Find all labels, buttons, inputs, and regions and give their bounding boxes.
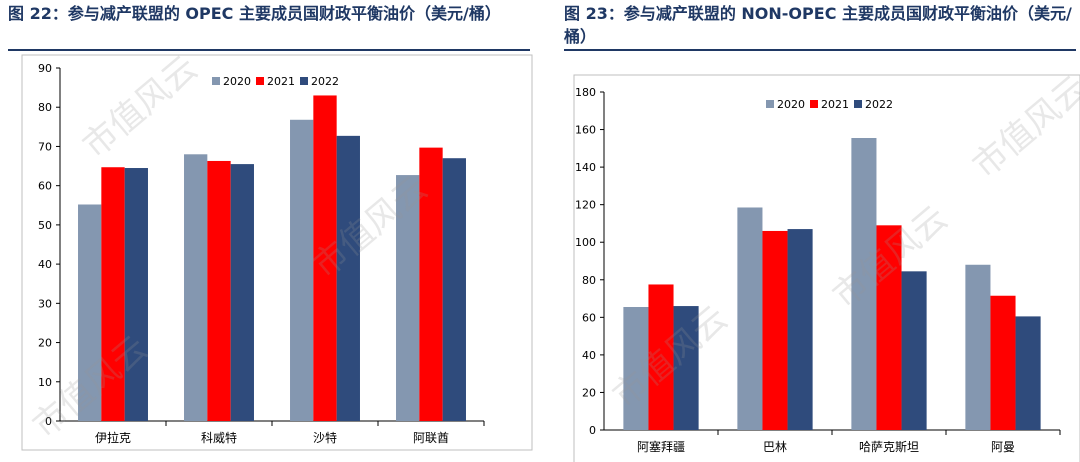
y-tick-label: 0 <box>589 424 596 437</box>
bar-2021 <box>419 147 443 422</box>
y-tick-label: 90 <box>38 62 52 75</box>
x-tick-label: 伊拉克 <box>95 430 131 445</box>
figure-23-chart: 0 20 40 60 80 100 120 140 160 180 阿塞拜疆 巴林 哈萨克斯坦 阿曼 202… <box>573 74 1080 462</box>
legend-swatch-2020 <box>766 100 774 108</box>
y-tick-label: 30 <box>38 297 52 310</box>
figure-22-title-rule <box>8 49 530 51</box>
legend-label: 2021 <box>821 98 849 111</box>
y-tick-label: 10 <box>38 376 52 389</box>
chart-frame <box>21 54 533 451</box>
y-tick-label: 40 <box>38 258 52 271</box>
bar-2021 <box>876 225 902 430</box>
bar-2021 <box>207 160 231 421</box>
bar-2020 <box>396 175 420 421</box>
bar-2021 <box>762 230 788 430</box>
x-tick-label: 科威特 <box>201 430 237 445</box>
x-tick-label: 哈萨克斯坦 <box>859 440 919 454</box>
bar-2020 <box>290 119 314 422</box>
bar-2020 <box>851 138 877 430</box>
legend-swatch-2022 <box>300 77 308 85</box>
y-tick-label: 60 <box>582 311 596 324</box>
y-tick-label: 160 <box>575 124 596 137</box>
legend-label: 2021 <box>267 75 295 88</box>
bar-2020 <box>965 264 991 430</box>
figure-23-title: 图 23：参与减产联盟的 NON-OPEC 主要成员国财政平衡油价（美元/桶） <box>564 4 1072 46</box>
y-tick-label: 40 <box>582 349 596 362</box>
figure-23-title-rule <box>564 49 1076 51</box>
bar-2022 <box>124 168 148 421</box>
legend-swatch-2021 <box>256 77 264 85</box>
bar-2020 <box>623 307 649 430</box>
legend-label: 2022 <box>865 98 893 111</box>
y-tick-label: 100 <box>575 236 596 249</box>
bar-2021 <box>101 167 125 421</box>
legend-swatch-2022 <box>854 100 862 108</box>
bar-2022 <box>787 229 813 430</box>
legend-label: 2020 <box>777 98 805 111</box>
y-tick-label: 20 <box>582 386 596 399</box>
y-tick-label: 140 <box>575 161 596 174</box>
y-tick-label: 50 <box>38 219 52 232</box>
figure-22-panel: 图 22：参与减产联盟的 OPEC 主要成员国财政平衡油价（美元/桶） 0 10 2… <box>0 0 534 462</box>
y-tick-label: 0 <box>45 415 52 428</box>
x-tick-label: 沙特 <box>313 430 337 445</box>
y-tick-label: 180 <box>575 86 596 99</box>
figure-22-chart: 0 10 20 30 40 50 60 70 80 90 伊拉克 科威特 沙特 阿联酋 2020 2021 20… <box>21 54 533 451</box>
y-tick-label: 80 <box>582 274 596 287</box>
bar-2022 <box>673 306 699 430</box>
bar-2022 <box>442 158 466 421</box>
bar-2022 <box>901 271 927 430</box>
bar-2021 <box>313 95 337 421</box>
bar-2021 <box>648 284 674 430</box>
x-tick-label: 阿塞拜疆 <box>637 439 685 454</box>
bar-2022 <box>336 135 360 422</box>
bar-2020 <box>184 154 208 422</box>
y-tick-label: 60 <box>38 180 52 193</box>
x-tick-label: 阿联酋 <box>413 430 449 445</box>
bar-2020 <box>737 207 763 430</box>
legend-swatch-2021 <box>810 100 818 108</box>
figure-22-title: 图 22：参与减产联盟的 OPEC 主要成员国财政平衡油价（美元/桶） <box>8 4 501 23</box>
y-tick-label: 70 <box>38 140 52 153</box>
x-tick-label: 巴林 <box>763 440 787 454</box>
bar-2022 <box>1015 316 1041 430</box>
chart-frame <box>573 74 1080 462</box>
y-tick-label: 80 <box>38 101 52 114</box>
bar-2022 <box>230 164 254 421</box>
figure-23-panel: 图 23：参与减产联盟的 NON-OPEC 主要成员国财政平衡油价（美元/桶） … <box>556 0 1080 462</box>
y-tick-label: 20 <box>38 337 52 350</box>
legend-swatch-2020 <box>212 77 220 85</box>
legend-label: 2020 <box>223 75 251 88</box>
x-tick-label: 阿曼 <box>991 440 1015 454</box>
y-tick-label: 120 <box>575 199 596 212</box>
bar-2021 <box>990 295 1016 430</box>
bar-2020 <box>78 204 102 421</box>
legend-label: 2022 <box>311 75 339 88</box>
